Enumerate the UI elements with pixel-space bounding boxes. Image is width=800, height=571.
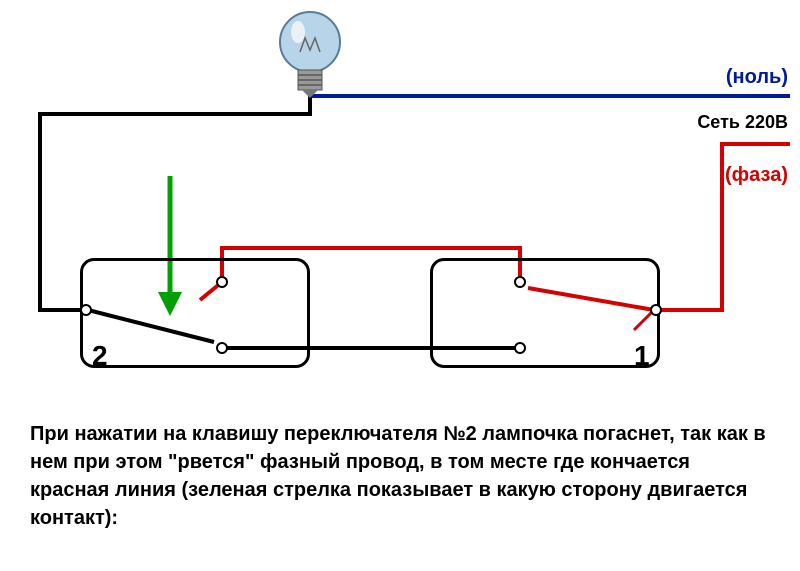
switch2-bottom-terminal [216, 342, 228, 354]
light-bulb [280, 12, 340, 98]
switch-1-box [430, 258, 660, 368]
switch1-bottom-terminal [514, 342, 526, 354]
circuit-diagram: 2 1 (ноль) Сеть 220В (фаза) [0, 0, 800, 400]
switch1-common-terminal [650, 304, 662, 316]
switch1-top-terminal [514, 276, 526, 288]
neutral-label: (ноль) [726, 66, 788, 89]
description-text: При нажатии на клавишу переключателя №2 … [30, 420, 770, 532]
switch2-top-terminal [216, 276, 228, 288]
switch-1-number: 1 [634, 340, 650, 372]
network-label: Сеть 220В [697, 112, 788, 133]
switch-2-box [80, 258, 310, 368]
phase-label: (фаза) [725, 164, 788, 187]
switch-2-number: 2 [92, 340, 108, 372]
switch2-common-terminal [80, 304, 92, 316]
